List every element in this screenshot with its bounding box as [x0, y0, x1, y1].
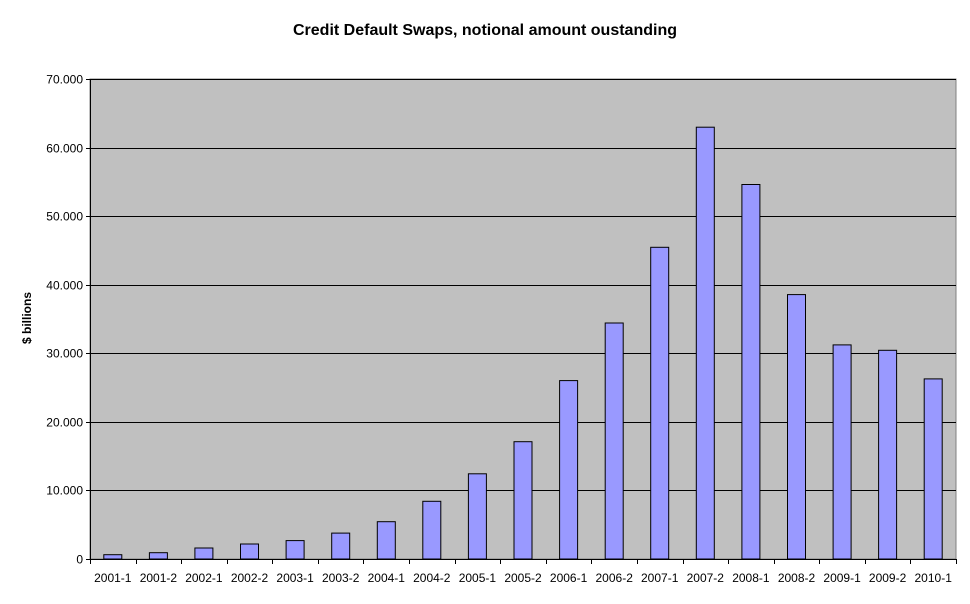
bar-2001-2: [148, 552, 168, 560]
x-tick-label: 2004-1: [368, 571, 406, 585]
x-tick-label: 2004-2: [413, 571, 451, 585]
x-tick-label: 2005-2: [504, 571, 542, 585]
x-tick-label: 2007-1: [641, 571, 679, 585]
x-tick-label: 2001-1: [94, 571, 132, 585]
x-tick-label: 2005-1: [459, 571, 497, 585]
bar-2009-2: [878, 349, 898, 560]
y-tick-label: 70.000: [46, 73, 83, 87]
y-tick-label: 0: [76, 553, 83, 567]
bar-2005-2: [513, 441, 533, 560]
bar-2006-2: [604, 322, 624, 560]
chart-title: Credit Default Swaps, notional amount ou…: [292, 22, 677, 39]
bar-2005-1: [467, 473, 487, 560]
bar-2003-2: [331, 532, 351, 560]
y-tick-label: 20.000: [46, 416, 83, 430]
x-tick-label: 2003-2: [322, 571, 360, 585]
bar-2007-2: [695, 126, 715, 560]
bar-2002-1: [194, 547, 214, 560]
y-tick-label: 10.000: [46, 484, 83, 498]
bars: [103, 126, 943, 560]
x-tick-label: 2008-2: [778, 571, 816, 585]
x-tick-label: 2002-2: [231, 571, 269, 585]
y-tick-label: 60.000: [46, 142, 83, 156]
bar-2004-1: [376, 521, 396, 560]
x-tick-label: 2008-1: [732, 571, 770, 585]
y-tick-labels: 0 10.000 20.000 30.000 40.000 50.000 60.000 70.…: [46, 73, 83, 567]
bar-2008-1: [741, 184, 761, 560]
bar-2001-1: [103, 554, 123, 560]
bar-2006-1: [559, 380, 579, 560]
y-tick-label: 30.000: [46, 347, 83, 361]
x-tick-label: 2010-1: [915, 571, 953, 585]
y-tick-label: 40.000: [46, 279, 83, 293]
bar-2007-1: [650, 246, 670, 560]
bar-2003-1: [285, 540, 305, 560]
bar-2009-1: [832, 344, 852, 560]
axes: [86, 79, 957, 564]
bar-2004-2: [422, 500, 442, 560]
x-tick-label: 2006-2: [596, 571, 634, 585]
x-tick-label: 2001-2: [140, 571, 178, 585]
x-tick-labels: 2001-1 2001-2 2002-1 2002-2 2003-1 2003-2 2004…: [94, 571, 952, 585]
bar-2002-2: [240, 543, 259, 560]
bar-2008-2: [787, 294, 806, 560]
x-tick-label: 2002-1: [185, 571, 223, 585]
y-tick-label: 50.000: [46, 210, 83, 224]
x-tick-label: 2009-2: [869, 571, 907, 585]
x-tick-label: 2006-1: [550, 571, 588, 585]
gridlines: [90, 79, 956, 491]
x-tick-label: 2009-1: [823, 571, 861, 585]
x-tick-label: 2007-2: [687, 571, 725, 585]
bar-2010-1: [923, 378, 943, 560]
x-tick-label: 2003-1: [276, 571, 314, 585]
